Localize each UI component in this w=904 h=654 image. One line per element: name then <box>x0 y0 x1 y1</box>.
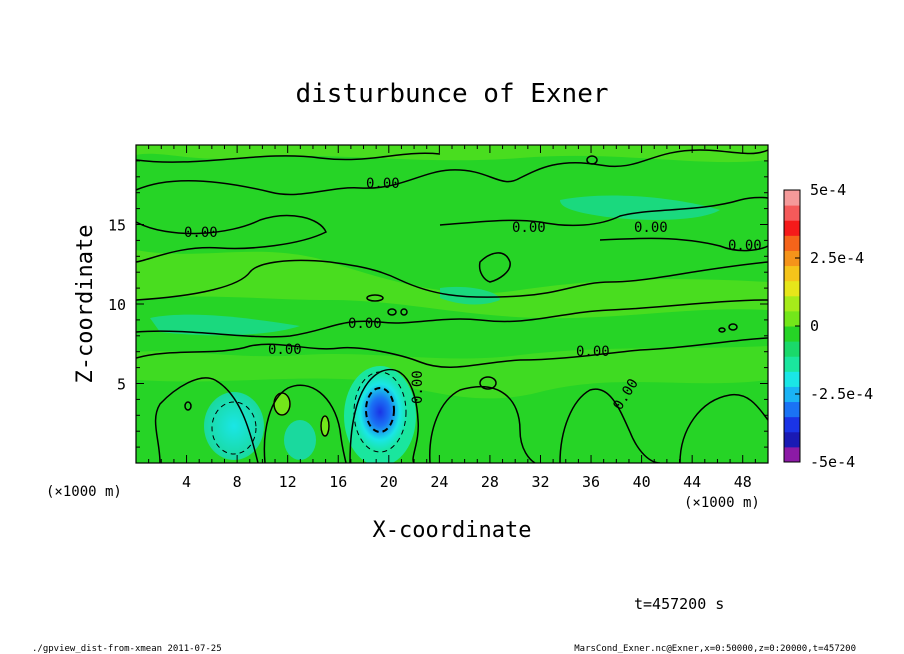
colorbar-segment <box>784 220 800 236</box>
colorbar-segment <box>784 341 800 357</box>
chart-title: disturbunce of Exner <box>295 79 608 109</box>
yellowgreen-bump <box>273 392 291 416</box>
y-axis-label: Z-coordinate <box>73 225 98 384</box>
negative-patch-3 <box>150 314 300 336</box>
x-tick-label: 32 <box>531 473 549 491</box>
contour-line <box>136 152 441 163</box>
contour-label: 0.00 <box>410 370 426 404</box>
colorbar-segment <box>784 190 800 206</box>
colorbar-ticks: 5e-4 2.5e-4 0 -2.5e-4 -5e-4 <box>795 181 873 471</box>
contour-line <box>136 299 768 338</box>
colorbar <box>784 190 800 463</box>
x-tick-label: 24 <box>430 473 448 491</box>
contour-line <box>273 392 291 416</box>
x-tick-label: 4 <box>182 473 191 491</box>
contour-line <box>718 327 726 333</box>
colorbar-segment <box>784 250 800 267</box>
contour-line <box>184 401 192 411</box>
y-tick-label: 5 <box>117 376 126 394</box>
colorbar-tick-label: 2.5e-4 <box>810 249 864 267</box>
contour-line <box>679 394 768 463</box>
colorbar-tick-label: -2.5e-4 <box>810 385 873 403</box>
colorbar-segment <box>784 401 800 418</box>
colorbar-segment <box>784 265 800 282</box>
colorbar-segment <box>784 326 800 342</box>
contour-line <box>387 308 397 316</box>
colorbar-segment <box>784 356 800 372</box>
x-tick-label: 44 <box>683 473 701 491</box>
colorbar-segment <box>784 280 800 297</box>
y-tick-label: 10 <box>108 296 126 314</box>
x-axis: 4 8 12 16 20 24 28 32 36 40 44 48 <box>148 145 756 491</box>
contour-line <box>136 214 327 263</box>
negative-patch-1 <box>560 195 720 220</box>
x-axis-label: X-coordinate <box>373 518 532 543</box>
colorbar-segment <box>784 235 800 251</box>
contour-line <box>479 376 497 390</box>
contour-line <box>478 252 511 283</box>
contour-line <box>136 259 768 301</box>
colorbar-tick-label: 0 <box>810 317 819 335</box>
colorbar-segment <box>784 295 800 312</box>
x-tick-label: 28 <box>481 473 499 491</box>
x-tick-label: 48 <box>734 473 752 491</box>
contour-line <box>400 308 408 316</box>
negative-contour-line <box>353 371 407 453</box>
colorbar-tick-label: 5e-4 <box>810 181 846 199</box>
y-tick-label: 15 <box>108 217 126 235</box>
colorbar-segment <box>784 431 800 448</box>
x-tick-label: 40 <box>633 473 651 491</box>
contour-line <box>559 388 661 463</box>
contour-lines <box>136 149 768 463</box>
footer-right: MarsCond_Exner.nc@Exner,x=0:50000,z=0:20… <box>574 644 856 654</box>
contour-line <box>136 149 768 196</box>
contour-label: 0.00 <box>576 344 610 360</box>
positive-band-mid <box>136 250 768 319</box>
contour-label: 0.00 <box>366 176 400 192</box>
x-tick-label: 36 <box>582 473 600 491</box>
time-label: t=457200 s <box>634 595 724 613</box>
negative-contour-line <box>365 387 395 433</box>
contour-label: 0.00 <box>184 225 218 241</box>
negative-patch-2 <box>440 286 500 305</box>
contour-line <box>728 323 738 331</box>
x-tick-label: 20 <box>380 473 398 491</box>
negative-contour-line <box>211 401 257 455</box>
contour-line <box>263 384 347 463</box>
colorbar-segment <box>784 386 800 403</box>
x-tick-label: 12 <box>279 473 297 491</box>
contour-line <box>349 368 419 463</box>
contour-line <box>154 377 259 463</box>
colorbar-segment <box>784 416 800 433</box>
colorbar-tick-label: -5e-4 <box>810 453 855 471</box>
colorbar-segment <box>784 446 800 463</box>
contour-label: 0.00 <box>728 238 762 254</box>
yellowgreen-bump-2 <box>320 415 330 437</box>
x-tick-label: 16 <box>329 473 347 491</box>
positive-band-top <box>136 145 768 163</box>
contour-label: 0.00 <box>348 316 382 332</box>
colorbar-segment <box>784 310 800 327</box>
colorbar-segment <box>784 371 800 387</box>
contour-label: 0.00 <box>634 220 668 236</box>
contour-line <box>586 155 598 165</box>
x-unit-left: (×1000 m) <box>46 484 122 500</box>
contour-line <box>320 415 330 437</box>
colorbar-segment <box>784 205 800 221</box>
contour-label: 0.00 <box>512 220 546 236</box>
blue-minimum <box>352 372 408 452</box>
contour-line <box>599 237 768 252</box>
contour-line <box>429 385 536 463</box>
cyan-blob-left-2 <box>284 420 316 460</box>
contour-line <box>439 196 768 227</box>
positive-band-low <box>136 346 768 399</box>
x-tick-label: 8 <box>233 473 242 491</box>
contour-line <box>366 294 384 302</box>
footer-left: ./gpview_dist-from-xmean 2011-07-25 <box>32 644 222 654</box>
y-axis: 5 10 15 <box>108 160 768 448</box>
x-unit-right: (×1000 m) <box>684 495 760 511</box>
contour-label: 0.00 <box>268 342 302 358</box>
contour-line <box>136 337 768 368</box>
